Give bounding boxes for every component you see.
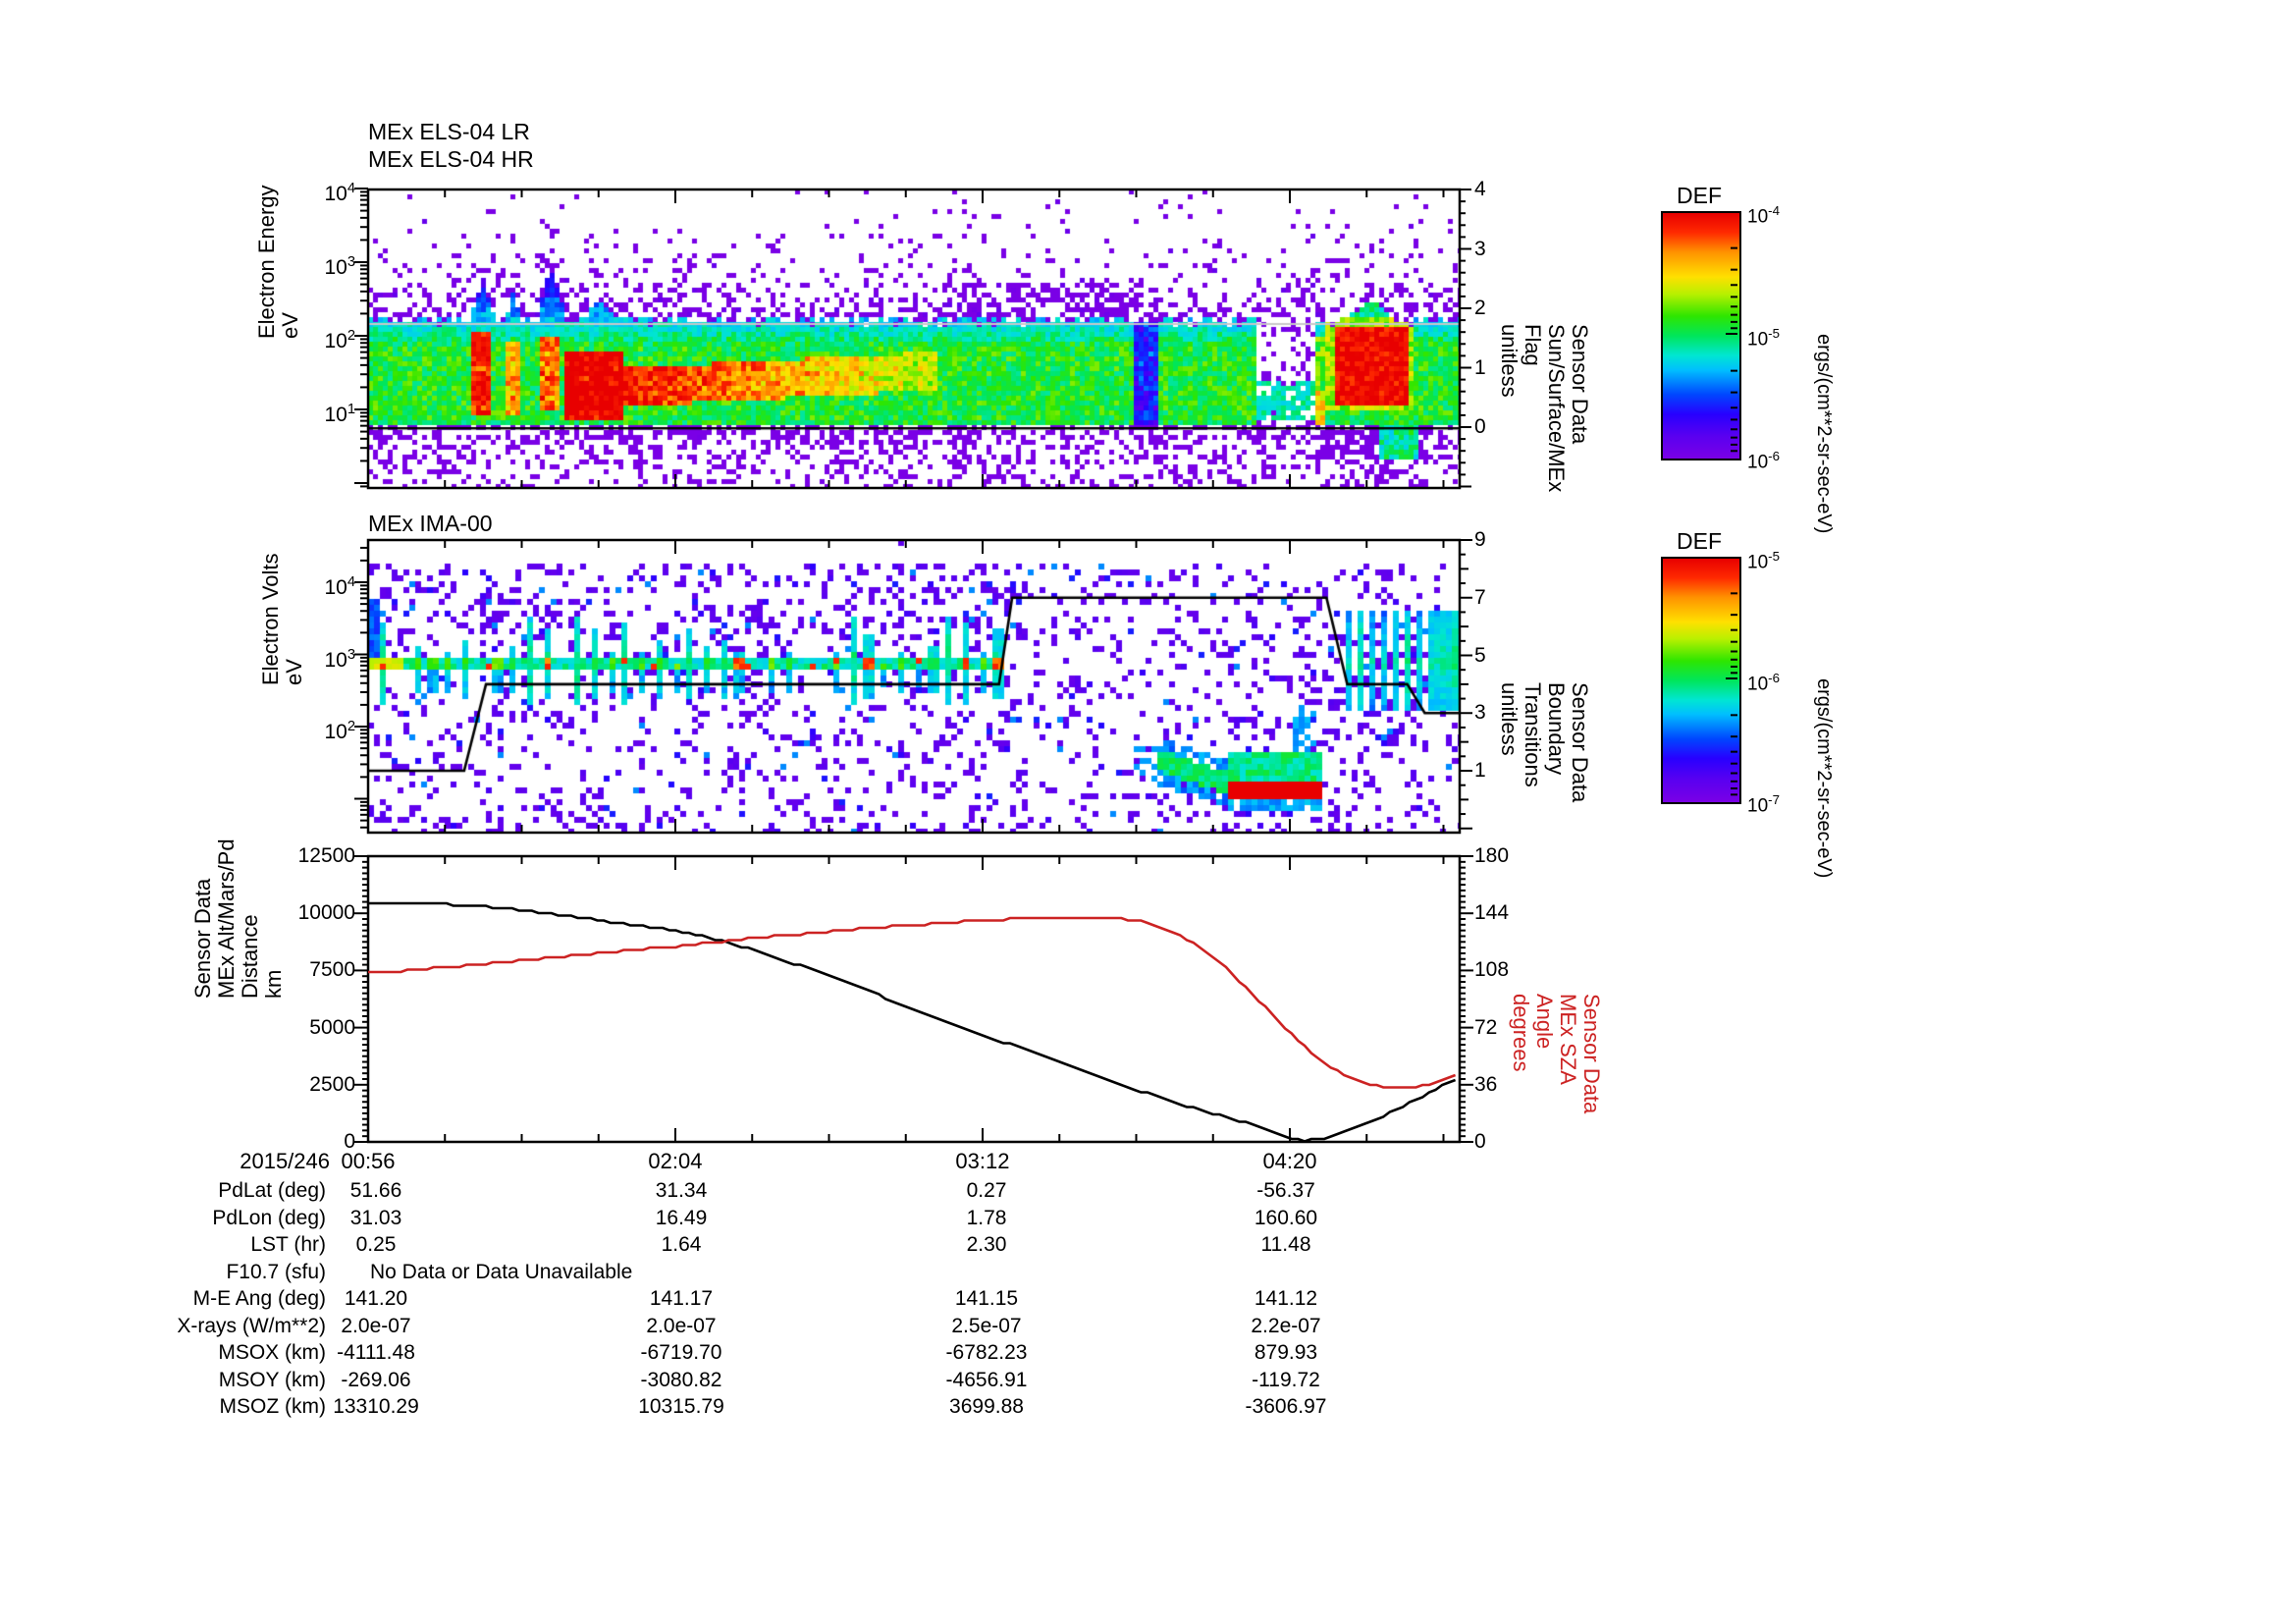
table-cell: 141.12 bbox=[1254, 1287, 1318, 1310]
colorbar2-title: DEF bbox=[1677, 528, 1722, 554]
els-flag-tick-label: 1 bbox=[1474, 355, 1486, 379]
table-cell: -3080.82 bbox=[640, 1368, 722, 1391]
table-cell: 1.64 bbox=[661, 1233, 702, 1256]
colorbar1-tick-label: 10-5 bbox=[1747, 326, 1780, 351]
orbit-right-tick-label: 72 bbox=[1474, 1015, 1498, 1039]
els-y-tick-label: 101 bbox=[324, 402, 355, 426]
no-data-text: No Data or Data Unavailable bbox=[370, 1260, 633, 1283]
table-cell: 51.66 bbox=[349, 1179, 402, 1202]
els-y-tick-label: 102 bbox=[324, 328, 355, 352]
orbit-right-tick-label: 108 bbox=[1474, 958, 1510, 982]
ima-title: MEx IMA-00 bbox=[368, 511, 493, 536]
orbit-left-tick-label: 7500 bbox=[309, 958, 355, 982]
ima-y-tick-label: 104 bbox=[324, 574, 355, 599]
table-cell: -4111.48 bbox=[337, 1341, 415, 1364]
colorbar1-title: DEF bbox=[1677, 183, 1722, 208]
table-cell: 16.49 bbox=[655, 1206, 708, 1229]
ima-right-tick-label: 1 bbox=[1474, 759, 1486, 782]
table-row-label: MSOY (km) bbox=[218, 1368, 326, 1391]
table-row-label: M-E Ang (deg) bbox=[192, 1287, 326, 1310]
els-y-tick-label: 104 bbox=[324, 181, 355, 205]
table-cell: 1.78 bbox=[966, 1206, 1007, 1229]
colorbar1-tick-label: 10-6 bbox=[1747, 449, 1780, 473]
table-cell: -4656.91 bbox=[945, 1368, 1028, 1391]
els-flag-tick-label: 3 bbox=[1474, 237, 1486, 260]
table-cell: 11.48 bbox=[1260, 1233, 1311, 1256]
table-cell: 3699.88 bbox=[949, 1395, 1024, 1418]
ima-right-tick-label: 7 bbox=[1474, 585, 1486, 609]
orbit-left-tick-label: 10000 bbox=[297, 901, 355, 925]
ima-right-tick-label: 3 bbox=[1474, 701, 1486, 725]
orbit-right-tick-label: 36 bbox=[1474, 1072, 1498, 1096]
table-cell: 31.34 bbox=[655, 1179, 708, 1202]
table-row-label: F10.7 (sfu) bbox=[226, 1260, 326, 1283]
time-tick-label: 00:56 bbox=[341, 1149, 396, 1173]
els-title-line2: MEx ELS-04 HR bbox=[368, 146, 534, 172]
table-cell: 160.60 bbox=[1254, 1206, 1318, 1229]
table-row-label: PdLon (deg) bbox=[212, 1206, 326, 1229]
table-cell: 2.5e-07 bbox=[951, 1314, 1022, 1337]
table-cell: -6719.70 bbox=[640, 1341, 722, 1364]
time-tick-label: 02:04 bbox=[648, 1149, 703, 1173]
table-cell: 2.30 bbox=[966, 1233, 1007, 1256]
table-row-label: PdLat (deg) bbox=[218, 1179, 326, 1202]
els-flag-tick-label: 4 bbox=[1474, 178, 1486, 200]
orbit-right-tick-label: 180 bbox=[1474, 844, 1510, 867]
els-flag-tick-label: 2 bbox=[1474, 297, 1486, 319]
colorbar2-gradient bbox=[1661, 557, 1741, 804]
table-cell: 31.03 bbox=[349, 1206, 402, 1229]
colorbar1-gradient bbox=[1661, 211, 1741, 460]
orbit-left-tick-label: 2500 bbox=[309, 1072, 355, 1096]
table-cell: 879.93 bbox=[1254, 1341, 1318, 1364]
table-cell: -6782.23 bbox=[945, 1341, 1028, 1364]
table-cell: 141.17 bbox=[649, 1287, 714, 1310]
ima-spectrogram-canvas bbox=[368, 540, 1460, 833]
table-cell: 0.27 bbox=[966, 1179, 1007, 1202]
colorbar2-tick-label: 10-6 bbox=[1747, 671, 1780, 695]
table-row-label: X-rays (W/m**2) bbox=[177, 1314, 326, 1337]
ima-y-tick-label: 102 bbox=[324, 719, 355, 743]
orbit-right-tick-label: 144 bbox=[1474, 901, 1510, 925]
table-cell: -56.37 bbox=[1256, 1179, 1315, 1202]
colorbar2-tick-label: 10-5 bbox=[1747, 549, 1780, 573]
table-cell: -119.72 bbox=[1252, 1368, 1320, 1391]
table-row-label: LST (hr) bbox=[250, 1233, 326, 1256]
ima-right-tick-label: 9 bbox=[1474, 528, 1486, 551]
time-tick-label: 04:20 bbox=[1262, 1149, 1317, 1173]
ima-right-tick-label: 5 bbox=[1474, 643, 1486, 667]
table-cell: 141.15 bbox=[954, 1287, 1019, 1310]
orbit-left-tick-label: 0 bbox=[344, 1130, 355, 1153]
orbit-left-tick-label: 12500 bbox=[297, 844, 355, 867]
table-cell: 2.2e-07 bbox=[1251, 1314, 1321, 1337]
table-cell: -269.06 bbox=[341, 1368, 411, 1391]
orbit-right-tick-label: 0 bbox=[1474, 1130, 1486, 1153]
table-cell: 0.25 bbox=[355, 1233, 397, 1256]
colorbar1-tick-label: 10-4 bbox=[1747, 203, 1780, 228]
table-cell: 141.20 bbox=[344, 1287, 408, 1310]
els-spectrogram-canvas bbox=[368, 189, 1460, 488]
table-cell: 2.0e-07 bbox=[646, 1314, 717, 1337]
distance-curve bbox=[368, 901, 1457, 1143]
table-cell: 13310.29 bbox=[333, 1395, 419, 1418]
els-flag-tick-label: 0 bbox=[1474, 415, 1486, 438]
table-cell: 2.0e-07 bbox=[341, 1314, 411, 1337]
date-label: 2015/246 bbox=[240, 1149, 330, 1173]
colorbar2-tick-label: 10-7 bbox=[1747, 792, 1780, 817]
els-y-tick-label: 103 bbox=[324, 254, 355, 279]
ima-y-tick-label: 103 bbox=[324, 646, 355, 672]
table-cell: 10315.79 bbox=[638, 1395, 724, 1418]
sza-curve bbox=[368, 916, 1457, 1089]
table-row-label: MSOZ (km) bbox=[219, 1395, 326, 1418]
orbit-left-tick-label: 5000 bbox=[309, 1015, 355, 1039]
table-cell: -3606.97 bbox=[1245, 1395, 1327, 1418]
time-tick-label: 03:12 bbox=[955, 1149, 1010, 1173]
els-title-line1: MEx ELS-04 LR bbox=[368, 119, 530, 144]
table-row-label: MSOX (km) bbox=[218, 1341, 326, 1364]
